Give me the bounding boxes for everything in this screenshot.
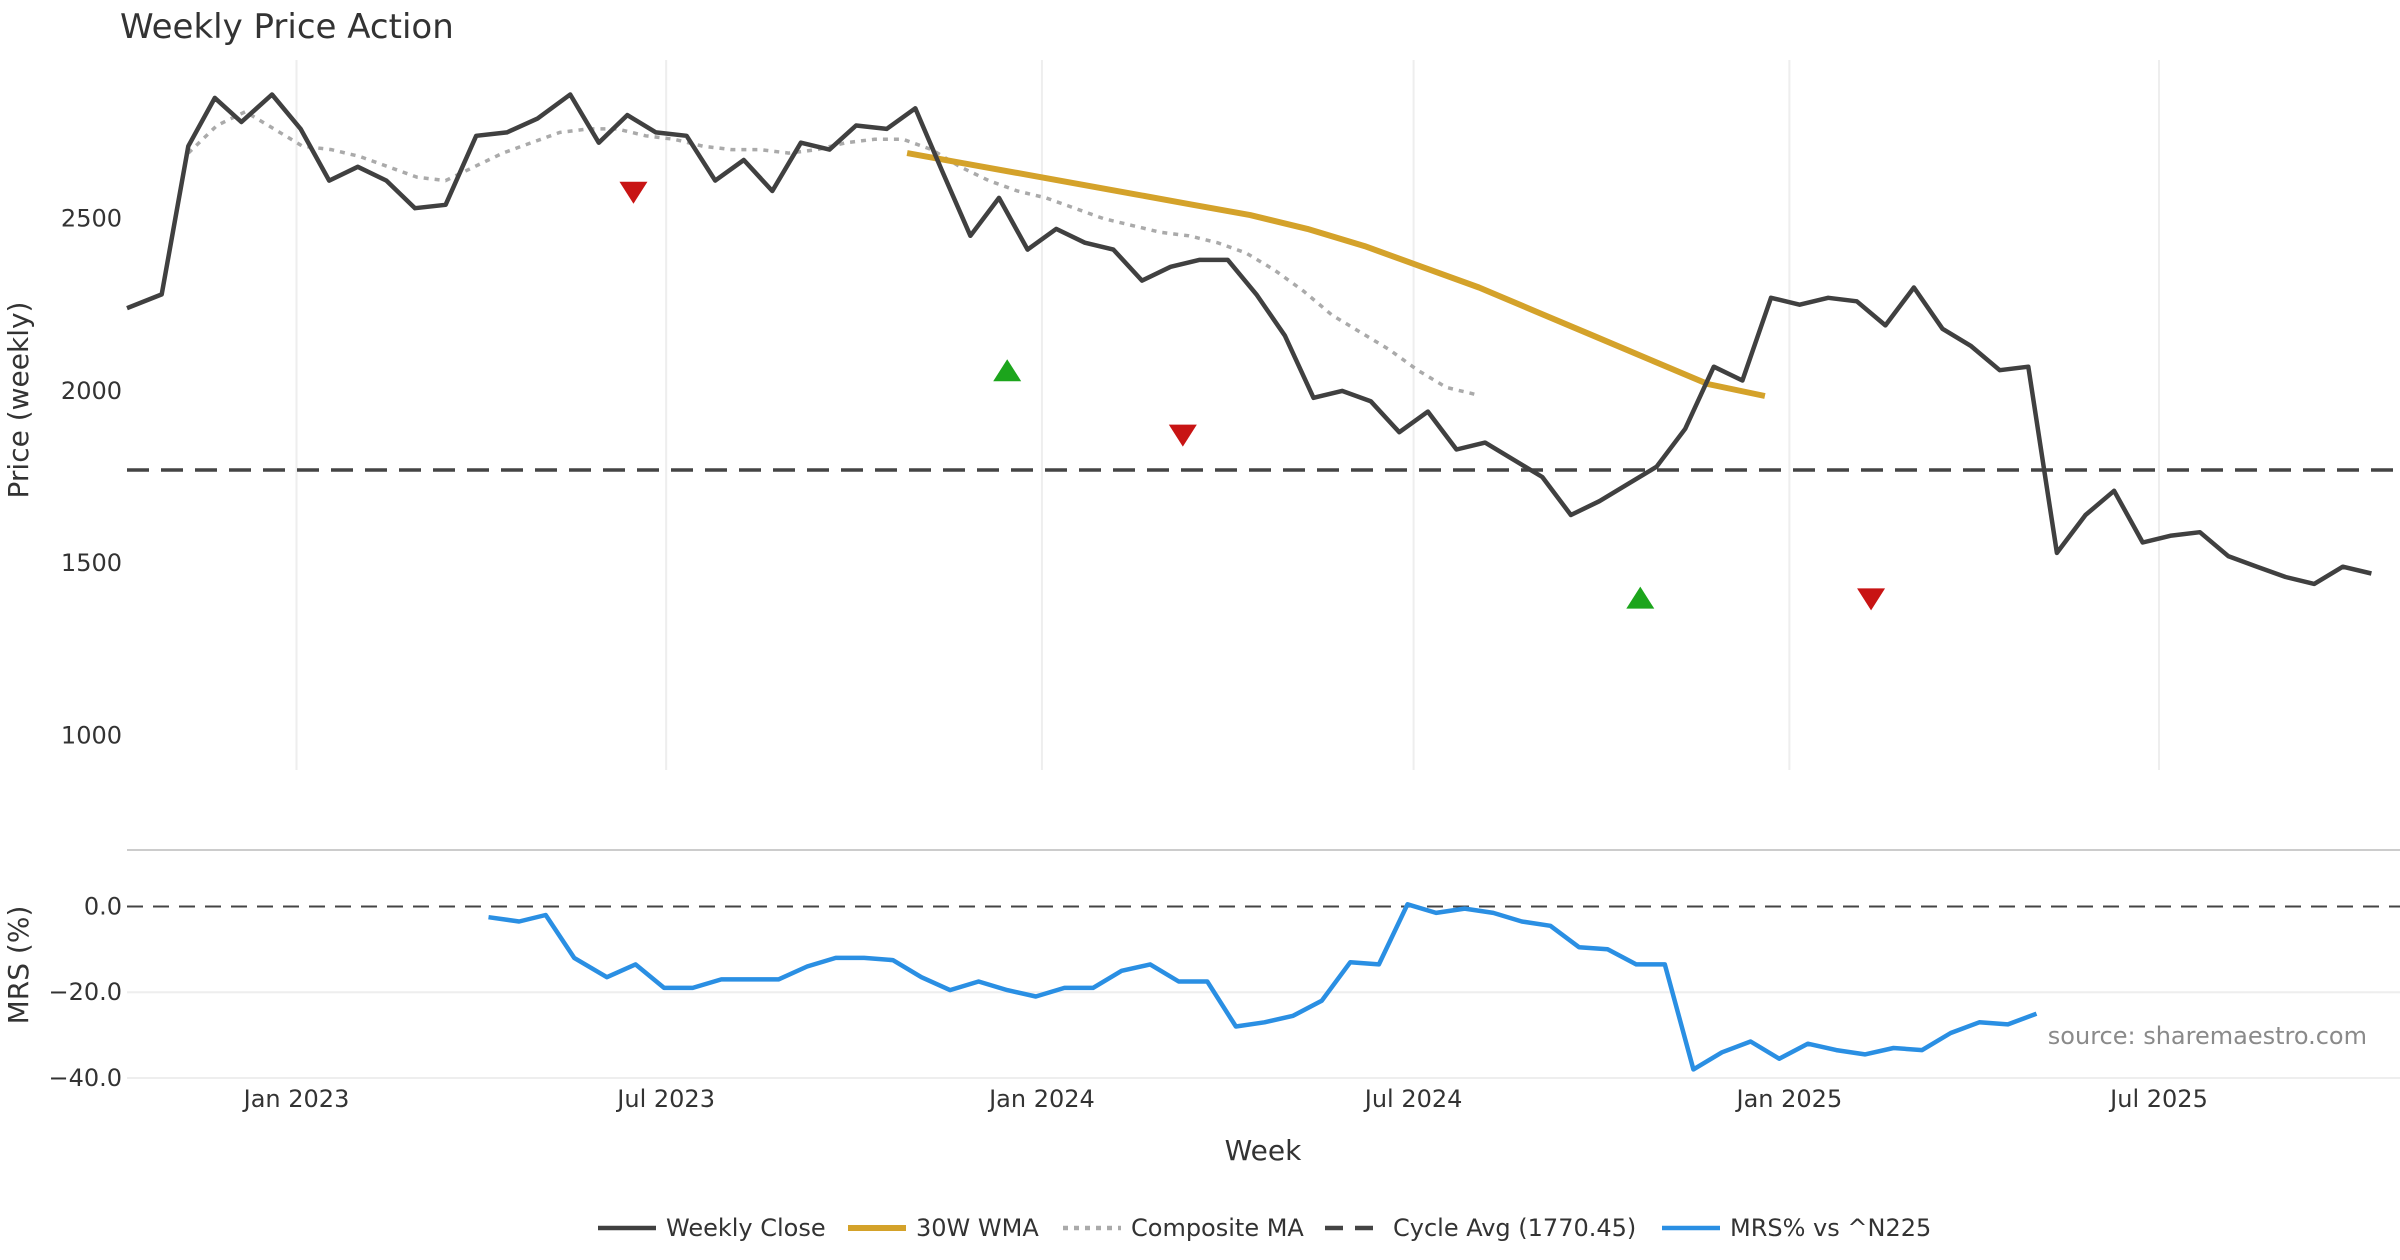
weekly-close-line xyxy=(126,92,2372,587)
legend-label: Weekly Close xyxy=(666,1214,826,1242)
legend-item-cycle: Cycle Avg (1770.45) xyxy=(1325,1214,1636,1242)
signal-markers xyxy=(619,181,1886,611)
legend-item-mrs: MRS% vs ^N225 xyxy=(1662,1214,1931,1242)
legend-label: 30W WMA xyxy=(916,1214,1039,1242)
mrs-y-ticks: −40.0 −20.0 0.0 xyxy=(48,892,122,1092)
price-y-tick-label: 1500 xyxy=(61,549,122,577)
price-grid xyxy=(295,60,2161,770)
x-tick-label: Jul 2023 xyxy=(615,1085,715,1113)
x-tick-label: Jan 2023 xyxy=(242,1085,350,1113)
x-ticks: Jan 2023 Jul 2023 Jan 2024 Jul 2024 Jan 2025… xyxy=(242,1085,2208,1113)
legend-label: Composite MA xyxy=(1131,1214,1304,1242)
buy-signal-marker xyxy=(993,359,1022,382)
sell-signal-marker xyxy=(1857,588,1886,611)
chart-title: Weekly Price Action xyxy=(120,7,454,47)
source-note: source: sharemaestro.com xyxy=(2048,1022,2367,1050)
legend-item-composite: Composite MA xyxy=(1063,1214,1304,1242)
sell-signal-marker xyxy=(619,181,648,204)
mrs-y-axis-label: MRS (%) xyxy=(2,906,35,1025)
mrs-line xyxy=(488,902,2038,1072)
x-tick-label: Jan 2024 xyxy=(987,1085,1095,1113)
legend-label: Cycle Avg (1770.45) xyxy=(1393,1214,1636,1242)
legend-label: MRS% vs ^N225 xyxy=(1730,1214,1931,1242)
mrs-grid xyxy=(127,991,2400,1079)
x-tick-label: Jul 2025 xyxy=(2108,1085,2208,1113)
price-y-tick-label: 1000 xyxy=(61,722,122,750)
legend: Weekly Close 30W WMA Composite MA Cycle Avg… xyxy=(598,1214,1931,1242)
legend-item-wma: 30W WMA xyxy=(848,1214,1039,1242)
mrs-y-tick-label: 0.0 xyxy=(84,892,122,920)
x-tick-label: Jul 2024 xyxy=(1363,1085,1463,1113)
wma-30w-line xyxy=(906,150,1766,399)
x-axis-label: Week xyxy=(1225,1134,1302,1167)
price-y-tick-label: 2500 xyxy=(61,205,122,233)
price-y-ticks: 1000 1500 2000 2500 xyxy=(61,205,122,750)
sell-signal-marker xyxy=(1168,424,1197,447)
buy-signal-marker xyxy=(1626,586,1655,609)
mrs-y-tick-label: −20.0 xyxy=(48,978,122,1006)
price-y-tick-label: 2000 xyxy=(61,377,122,405)
composite-ma-line xyxy=(187,109,1476,397)
x-tick-label: Jan 2025 xyxy=(1735,1085,1843,1113)
legend-item-close: Weekly Close xyxy=(598,1214,826,1242)
mrs-y-tick-label: −40.0 xyxy=(48,1064,122,1092)
price-y-axis-label: Price (weekly) xyxy=(2,302,35,499)
